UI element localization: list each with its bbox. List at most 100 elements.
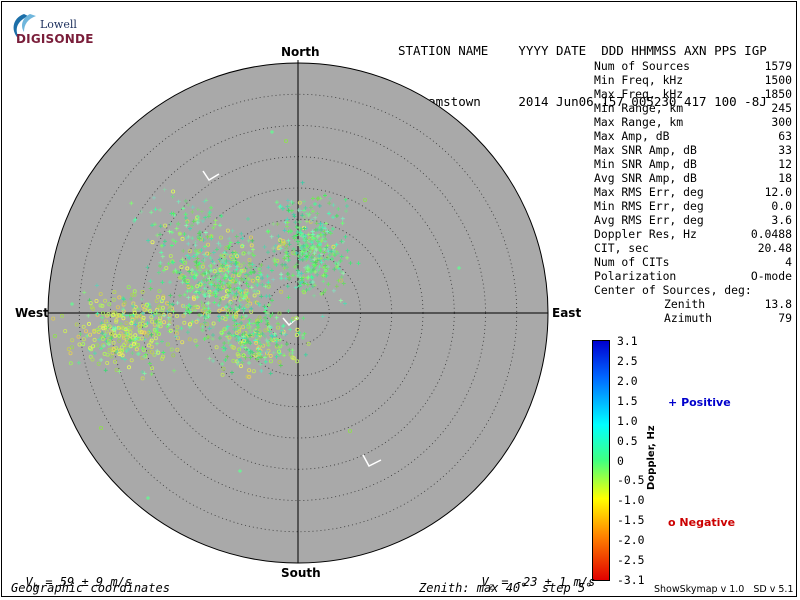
negative-source-point bbox=[140, 322, 145, 327]
positive-source-point bbox=[263, 359, 268, 364]
positive-source-point bbox=[297, 242, 302, 247]
positive-source-point bbox=[195, 207, 200, 212]
negative-source-point bbox=[111, 346, 116, 351]
negative-source-point bbox=[161, 296, 166, 301]
positive-source-point bbox=[133, 217, 138, 222]
negative-source-point bbox=[146, 330, 151, 335]
positive-source-point bbox=[275, 222, 280, 226]
positive-source-point bbox=[248, 349, 253, 354]
positive-source-point bbox=[97, 337, 102, 342]
positive-source-point bbox=[133, 322, 138, 327]
positive-source-point bbox=[236, 338, 241, 343]
positive-source-point bbox=[315, 267, 320, 272]
positive-source-point bbox=[148, 279, 153, 284]
positive-source-point bbox=[309, 269, 314, 274]
negative-source-point bbox=[212, 269, 217, 274]
colorbar-tick-label: 0 bbox=[617, 453, 624, 468]
positive-source-point bbox=[168, 293, 173, 298]
positive-source-point bbox=[155, 233, 160, 238]
positive-source-point bbox=[320, 314, 325, 319]
positive-source-point bbox=[321, 290, 326, 295]
positive-source-point bbox=[270, 298, 274, 303]
circle-marker-icon: o bbox=[668, 516, 676, 529]
negative-source-point bbox=[276, 349, 281, 354]
negative-source-point bbox=[92, 337, 97, 342]
positive-source-point bbox=[233, 308, 238, 313]
positive-source-point bbox=[335, 251, 340, 256]
positive-source-point bbox=[241, 334, 246, 339]
center-azimuth-label: Azimuth bbox=[664, 311, 713, 325]
legend-positive: + Positive bbox=[668, 396, 731, 409]
positive-source-point bbox=[250, 262, 255, 267]
positive-source-point bbox=[274, 315, 279, 320]
positive-source-point bbox=[100, 331, 105, 336]
positive-source-point bbox=[217, 257, 222, 262]
positive-source-point bbox=[244, 281, 249, 286]
positive-source-point bbox=[330, 257, 334, 261]
positive-source-point bbox=[254, 334, 259, 339]
positive-source-point bbox=[255, 357, 259, 362]
positive-source-point bbox=[272, 249, 277, 254]
positive-source-point bbox=[235, 306, 240, 311]
positive-source-point bbox=[184, 305, 189, 310]
positive-source-point bbox=[318, 248, 323, 253]
stat-label: Max Range, km bbox=[594, 115, 684, 129]
negative-source-point bbox=[88, 354, 93, 359]
negative-source-point bbox=[142, 307, 147, 312]
positive-source-point bbox=[149, 210, 154, 215]
vertical-velocity: Vz = -23 ± 1 m/s bbox=[467, 561, 595, 592]
positive-source-point bbox=[285, 204, 290, 209]
stat-label: Doppler Res, Hz bbox=[594, 227, 697, 241]
positive-source-point bbox=[307, 286, 312, 291]
positive-source-point bbox=[167, 301, 172, 306]
positive-source-point bbox=[292, 236, 297, 241]
negative-source-point bbox=[195, 284, 200, 289]
positive-source-point bbox=[217, 318, 222, 322]
positive-source-point bbox=[331, 288, 336, 293]
negative-source-point bbox=[129, 321, 134, 326]
positive-source-point bbox=[457, 266, 461, 270]
positive-source-point bbox=[332, 250, 336, 254]
negative-source-point bbox=[117, 295, 122, 300]
positive-source-point bbox=[220, 331, 225, 336]
negative-source-point bbox=[152, 352, 157, 357]
positive-source-point bbox=[166, 261, 171, 266]
direction-west-label: West bbox=[15, 306, 49, 320]
negative-source-point bbox=[132, 310, 137, 315]
negative-source-point bbox=[88, 346, 93, 351]
positive-source-point bbox=[259, 294, 264, 299]
positive-source-point bbox=[217, 295, 222, 300]
negative-source-point bbox=[362, 197, 367, 202]
positive-source-point bbox=[245, 322, 250, 327]
negative-source-point bbox=[164, 265, 169, 270]
positive-source-point bbox=[194, 252, 199, 257]
positive-source-point bbox=[282, 256, 287, 261]
stat-label: Min RMS Err, deg bbox=[594, 199, 704, 213]
doppler-colorbar bbox=[592, 340, 610, 581]
stat-row: Max Range, km 300 bbox=[594, 115, 792, 129]
negative-source-point bbox=[249, 243, 254, 248]
positive-source-point bbox=[295, 268, 300, 273]
positive-source-point bbox=[292, 264, 297, 269]
positive-source-point bbox=[236, 240, 241, 245]
negative-source-point bbox=[76, 334, 81, 339]
positive-source-point bbox=[332, 245, 336, 250]
positive-source-point bbox=[220, 315, 225, 320]
positive-source-point bbox=[329, 249, 334, 254]
positive-source-point bbox=[180, 257, 185, 262]
positive-source-point bbox=[262, 244, 267, 249]
negative-source-point bbox=[268, 353, 273, 358]
positive-source-point bbox=[298, 230, 303, 235]
negative-source-point bbox=[241, 338, 246, 343]
negative-source-point bbox=[121, 316, 126, 321]
positive-source-point bbox=[304, 242, 309, 247]
positive-source-point bbox=[289, 318, 294, 323]
positive-source-point bbox=[265, 311, 270, 316]
negative-source-point bbox=[231, 358, 236, 363]
positive-source-point bbox=[192, 269, 197, 274]
positive-source-point bbox=[281, 331, 286, 336]
positive-source-point bbox=[190, 286, 195, 291]
positive-source-point bbox=[229, 261, 234, 266]
positive-source-point bbox=[211, 333, 215, 338]
